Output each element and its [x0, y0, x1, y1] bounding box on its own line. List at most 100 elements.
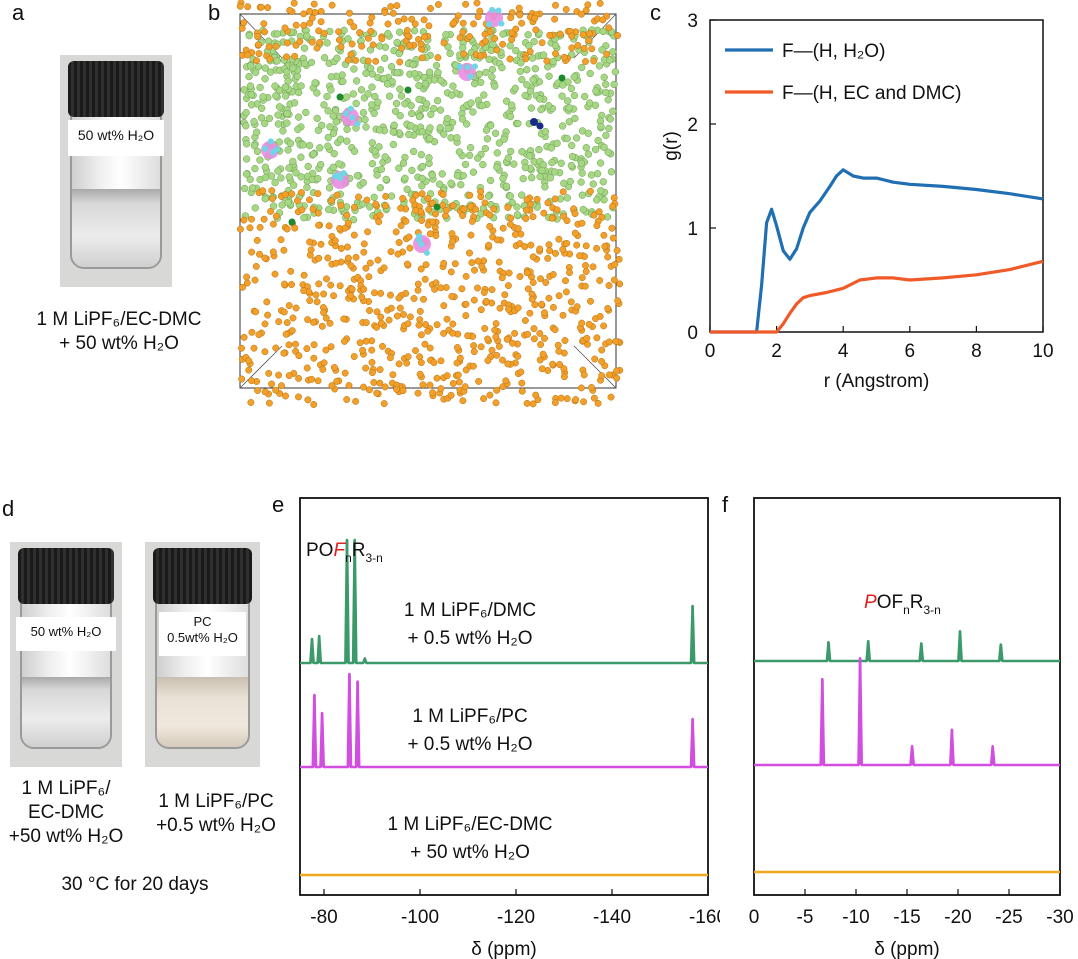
- solvent-atom: [437, 284, 445, 292]
- water-atom: [418, 174, 426, 183]
- solvent-atom: [244, 51, 252, 59]
- water-atom: [577, 178, 585, 186]
- solvent-atom: [573, 241, 581, 249]
- solvent-atom: [268, 195, 276, 203]
- solvent-atom: [571, 210, 579, 218]
- solvent-atom: [283, 225, 291, 233]
- water-atom: [537, 105, 545, 114]
- water-atom: [352, 77, 361, 85]
- fluorine-atom: [456, 63, 463, 70]
- water-atom: [271, 82, 279, 90]
- water-atom: [330, 150, 338, 158]
- water-atom: [435, 180, 444, 188]
- water-atom: [409, 147, 418, 156]
- solvent-atom: [588, 45, 596, 53]
- water-atom: [466, 143, 475, 152]
- solvent-atom: [507, 14, 515, 22]
- water-atom: [377, 165, 386, 173]
- water-atom: [403, 185, 411, 193]
- water-atom: [385, 92, 394, 100]
- water-atom: [304, 162, 312, 171]
- solvent-atom: [387, 291, 394, 299]
- solvent-atom: [291, 224, 299, 232]
- solvent-atom: [549, 271, 557, 278]
- x-tick-label: -30: [1046, 907, 1073, 928]
- water-atom: [380, 75, 388, 83]
- solvent-atom: [587, 297, 594, 305]
- solvent-atom: [593, 222, 601, 230]
- water-atom: [343, 137, 351, 145]
- solvent-atom: [493, 46, 501, 54]
- caption-d2: 1 M LiPF₆/PC +0.5 wt% H₂O: [140, 790, 292, 838]
- x-tick-label: 0: [749, 907, 760, 928]
- water-atom: [506, 192, 514, 200]
- solvent-atom: [337, 43, 345, 51]
- water-atom: [440, 130, 448, 138]
- water-atom: [536, 95, 544, 103]
- solvent-atom: [253, 57, 260, 65]
- solvent-atom: [389, 9, 397, 17]
- water-atom: [275, 103, 284, 111]
- water-atom: [313, 114, 321, 123]
- fluorine-atom: [495, 7, 502, 14]
- water-atom: [320, 54, 329, 62]
- solvent-atom: [376, 211, 384, 219]
- water-atom: [353, 172, 362, 180]
- solvent-atom: [389, 371, 397, 379]
- solvent-atom: [260, 20, 268, 28]
- solvent-atom: [256, 250, 263, 258]
- solvent-atom: [473, 0, 481, 7]
- water-atom: [591, 101, 600, 109]
- water-atom: [411, 70, 419, 78]
- solvent-atom: [541, 309, 548, 317]
- solvent-atom: [238, 375, 246, 383]
- solvent-atom: [380, 400, 388, 408]
- solvent-atom: [375, 218, 383, 226]
- water-atom: [390, 121, 398, 129]
- solvent-atom: [395, 360, 403, 368]
- water-atom: [578, 169, 586, 177]
- solvent-atom: [275, 371, 283, 379]
- solvent-atom: [251, 276, 259, 284]
- solvent-atom: [320, 29, 328, 37]
- water-atom: [333, 54, 341, 62]
- solvent-atom: [455, 378, 463, 386]
- water-atom: [471, 80, 479, 88]
- water-atom: [570, 91, 579, 100]
- solvent-atom: [271, 270, 279, 278]
- water-atom: [599, 178, 607, 186]
- water-atom: [434, 68, 442, 77]
- water-atom: [551, 168, 559, 176]
- water-atom: [489, 40, 497, 49]
- solvent-atom: [256, 223, 264, 231]
- solvent-atom: [344, 219, 352, 227]
- solvent-atom: [418, 54, 426, 62]
- solvent-atom: [348, 40, 356, 48]
- water-atom: [290, 99, 299, 107]
- solvent-atom: [470, 342, 478, 350]
- solvent-atom: [529, 400, 537, 408]
- fluorine-atom: [349, 114, 356, 121]
- water-atom: [367, 64, 375, 72]
- water-atom: [409, 61, 417, 69]
- water-atom: [261, 75, 269, 83]
- solvent-atom: [536, 329, 544, 337]
- water-atom: [292, 169, 300, 177]
- solvent-atom: [556, 361, 564, 368]
- panel-label-c: c: [650, 0, 661, 25]
- water-atom: [284, 146, 292, 154]
- solvent-atom: [386, 354, 394, 362]
- solvent-atom: [555, 347, 563, 355]
- legend-label-2: F—(H, EC and DMC): [782, 83, 961, 104]
- water-atom: [486, 176, 495, 185]
- vial-tag-d2-line2: 0.5wt% H₂O: [167, 630, 238, 645]
- solvent-atom: [315, 280, 323, 288]
- solvent-atom: [563, 217, 571, 225]
- solvent-atom: [370, 379, 378, 386]
- solvent-atom: [504, 360, 512, 368]
- solvent-atom: [317, 240, 325, 248]
- solvent-atom: [248, 328, 256, 336]
- spectrum-1: [754, 630, 1060, 663]
- solvent-atom: [571, 229, 579, 237]
- water-atom: [272, 92, 280, 100]
